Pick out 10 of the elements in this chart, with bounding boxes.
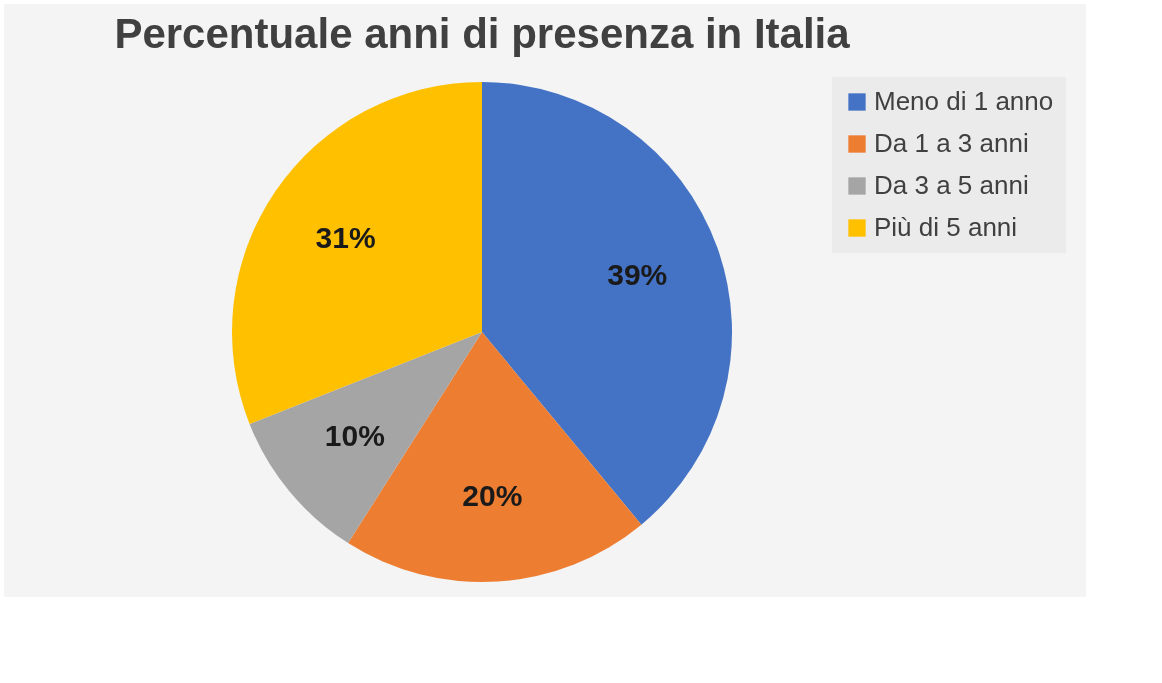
- pie-slice: [232, 82, 482, 425]
- legend-label: Da 1 a 3 anni: [874, 128, 1029, 158]
- chart-title: Percentuale anni di presenza in Italia: [114, 10, 851, 57]
- data-label: 20%: [462, 478, 523, 512]
- data-label: 39%: [607, 258, 668, 292]
- legend-label: Da 3 a 5 anni: [874, 170, 1029, 200]
- data-label: 31%: [315, 221, 376, 255]
- legend-label: Più di 5 anni: [874, 212, 1018, 242]
- legend-label: Meno di 1 anno: [874, 86, 1054, 116]
- data-label: 10%: [324, 419, 385, 453]
